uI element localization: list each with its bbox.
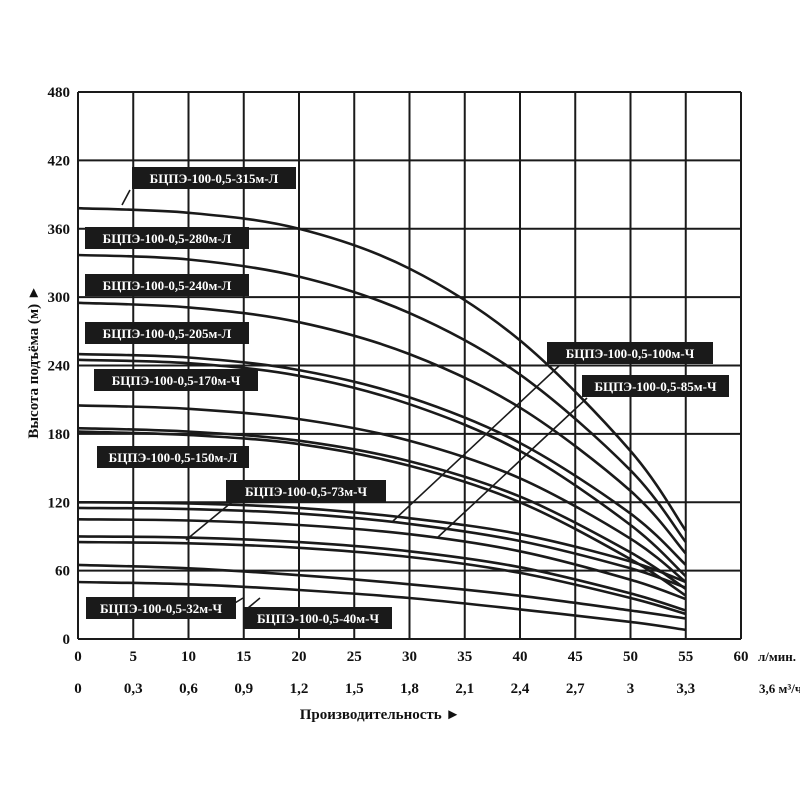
performance-curve	[77, 358, 687, 578]
x-tick-label-secondary: 0,3	[124, 681, 143, 697]
curve-label-box	[547, 342, 713, 364]
curve-label-box	[226, 480, 386, 502]
x-tick-label-primary: 30	[402, 649, 417, 665]
curve-label-box	[85, 322, 249, 344]
curve-label-text: БЦПЭ-100-0,5-315м-Л	[150, 171, 279, 186]
performance-curve	[77, 540, 687, 616]
curve-label-box	[244, 607, 392, 629]
curve-label-box	[86, 597, 236, 619]
performance-curve	[77, 506, 687, 589]
x-tick-label-secondary: 2,1	[455, 681, 474, 697]
curve-label-box	[94, 369, 258, 391]
curve-labels: БЦПЭ-100-0,5-315м-Л БЦПЭ-100-0,5-280м-Л БЦ…	[85, 167, 729, 629]
x-unit-secondary: 3,6 м³/ч.	[759, 681, 800, 696]
label-leader-line	[436, 397, 588, 539]
curve-label-text: БЦПЭ-100-0,5-100м-Ч	[566, 346, 695, 361]
y-tick-label: 0	[63, 632, 71, 648]
x-axis-title: Производительность ►	[300, 707, 461, 723]
curve-label-text: БЦПЭ-100-0,5-240м-Л	[103, 278, 232, 293]
x-tick-label-primary: 25	[347, 649, 362, 665]
curve-label-text: БЦПЭ-100-0,5-32м-Ч	[100, 601, 223, 616]
performance-curve	[77, 253, 687, 543]
x-tick-label-secondary: 3,3	[676, 681, 695, 697]
performance-curve	[77, 352, 687, 566]
label-leader-line	[185, 501, 233, 541]
x-tick-label-primary: 60	[734, 649, 749, 665]
curve-label-box	[85, 274, 249, 296]
x-tick-label-secondary: 0,6	[179, 681, 198, 697]
curve-label-box	[582, 375, 729, 397]
curve-label-box	[97, 446, 249, 468]
x-tick-label-primary: 55	[678, 649, 693, 665]
x-tick-label-primary: 5	[130, 649, 138, 665]
performance-curve	[77, 301, 687, 555]
curve-label-text: БЦПЭ-100-0,5-150м-Л	[109, 450, 238, 465]
performance-curve	[77, 430, 687, 597]
performance-curve	[77, 518, 687, 601]
x-tick-label-secondary: 2,7	[566, 681, 585, 697]
y-tick-label: 420	[48, 153, 71, 169]
x-tick-label-secondary: 0	[74, 681, 82, 697]
performance-curve	[77, 426, 687, 590]
label-leader-line	[121, 189, 131, 206]
performance-curve	[77, 563, 686, 620]
y-tick-label: 180	[48, 427, 71, 443]
y-tick-label: 300	[48, 290, 71, 306]
label-leader-line	[391, 364, 561, 523]
x-tick-label-primary: 35	[457, 649, 472, 665]
y-tick-label: 240	[48, 359, 71, 375]
x-unit-primary: л/мин.	[758, 649, 796, 664]
x-tick-label-secondary: 1,5	[345, 681, 364, 697]
x-tick-label-secondary: 0,9	[234, 681, 253, 697]
performance-curve	[77, 404, 687, 584]
grid	[77, 91, 742, 640]
x-tick-label-primary: 40	[513, 649, 528, 665]
performance-curves	[77, 206, 687, 632]
x-tick-label-secondary: 1,8	[400, 681, 419, 697]
curve-label-text: БЦПЭ-100-0,5-280м-Л	[103, 231, 232, 246]
label-leader-line	[247, 597, 261, 609]
y-axis-title: Высота подъёма (м) ►	[26, 285, 42, 438]
x-tick-label-primary: 45	[568, 649, 583, 665]
y-tick-label: 60	[55, 564, 70, 580]
x-tick-label-primary: 50	[623, 649, 638, 665]
y-tick-label: 360	[48, 222, 71, 238]
x-tick-label-primary: 10	[181, 649, 196, 665]
performance-curve	[77, 501, 687, 584]
performance-curve	[77, 580, 686, 632]
x-tick-label-secondary: 1,2	[290, 681, 309, 697]
y-tick-label: 120	[48, 495, 71, 511]
x-tick-label-primary: 15	[236, 649, 251, 665]
x-tick-label-primary: 0	[74, 649, 82, 665]
curve-label-text: БЦПЭ-100-0,5-170м-Ч	[112, 373, 241, 388]
curve-label-text: БЦПЭ-100-0,5-85м-Ч	[594, 379, 717, 394]
curve-label-text: БЦПЭ-100-0,5-205м-Л	[103, 326, 232, 341]
performance-curve	[77, 206, 687, 532]
curve-label-text: БЦПЭ-100-0,5-73м-Ч	[245, 484, 368, 499]
x-tick-label-secondary: 3	[627, 681, 635, 697]
curve-label-box	[132, 167, 296, 189]
curve-label-text: БЦПЭ-100-0,5-40м-Ч	[257, 611, 380, 626]
y-tick-label: 480	[48, 85, 71, 101]
x-tick-label-primary: 20	[292, 649, 307, 665]
curve-label-box	[85, 227, 249, 249]
x-tick-label-secondary: 2,4	[511, 681, 530, 697]
